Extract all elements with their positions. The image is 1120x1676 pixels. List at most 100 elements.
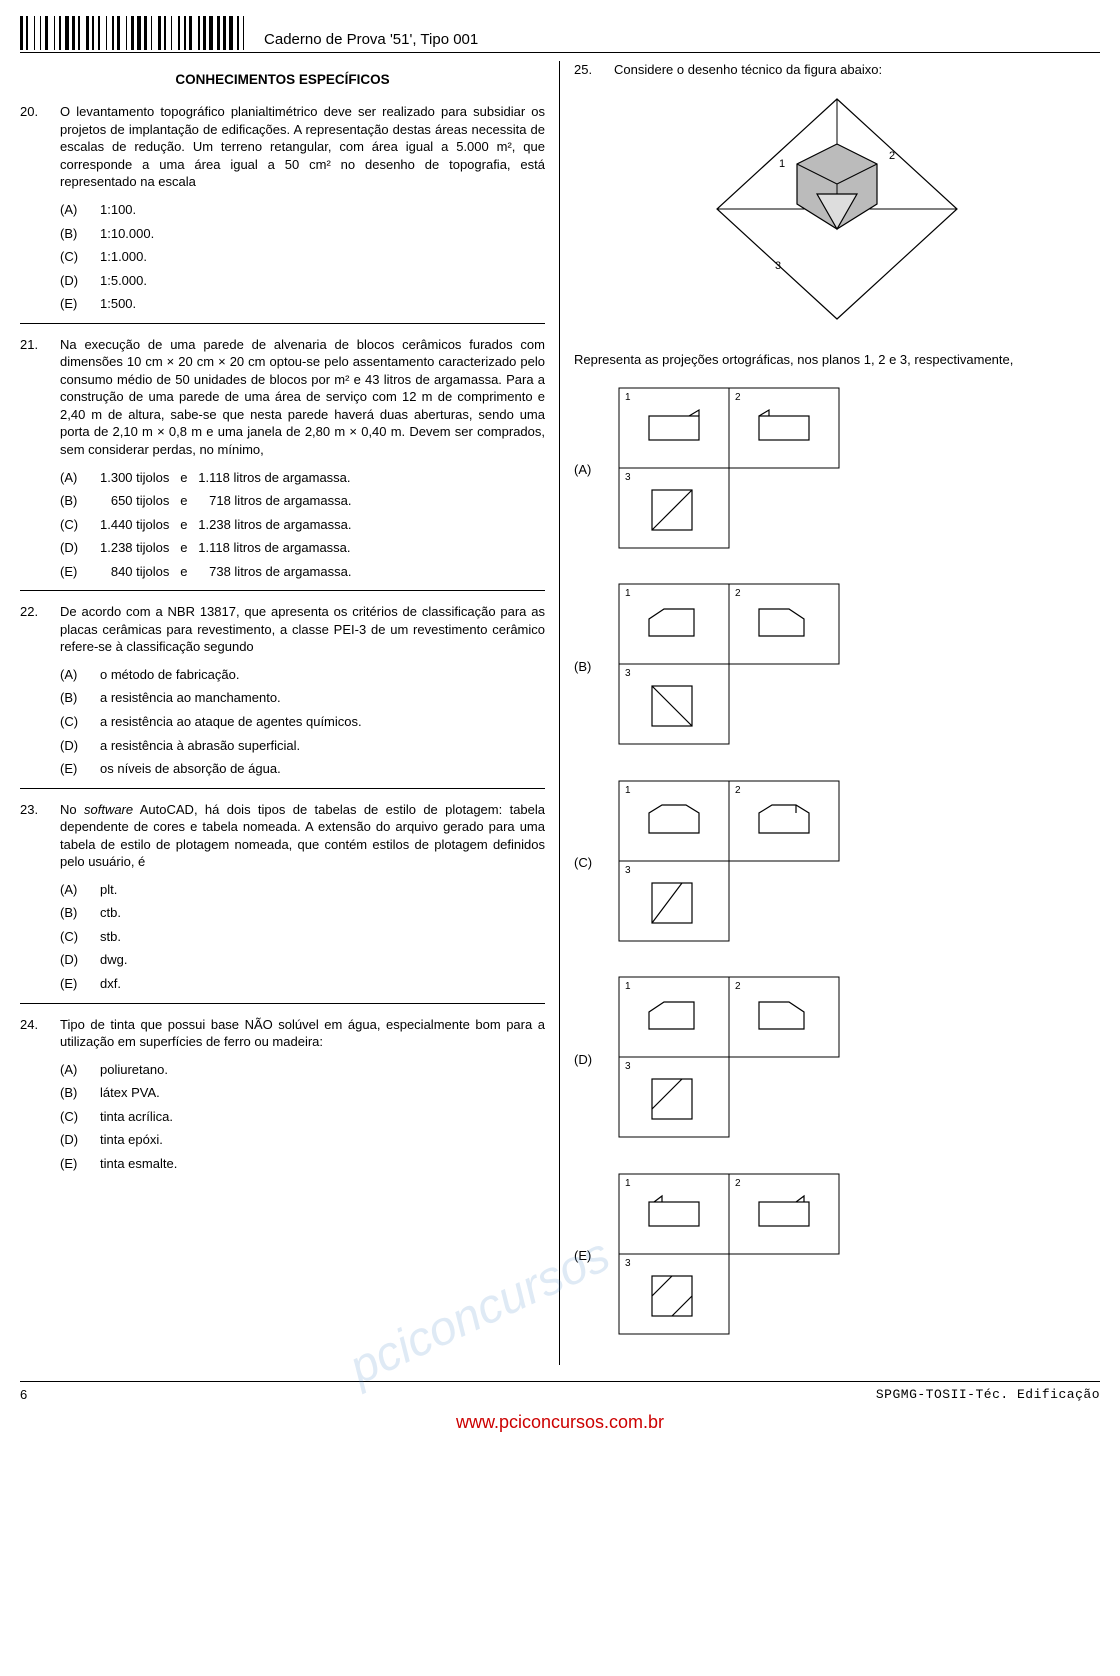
right-column: 25. Considere o desenho técnico da figur… <box>560 61 1100 1365</box>
projection-figure: 1 2 3 <box>614 1169 844 1339</box>
option-text: 1.300 tijolos e 1.118 litros de argamass… <box>100 469 545 487</box>
option-text: os níveis de absorção de água. <box>100 760 545 778</box>
svg-text:1: 1 <box>625 981 631 992</box>
option: (B)ctb. <box>20 904 545 922</box>
option: (D)dwg. <box>20 951 545 969</box>
option-label: (B) <box>574 658 614 676</box>
option-label: (E) <box>60 975 100 993</box>
q-number: 23. <box>20 801 60 871</box>
option-label: (E) <box>60 760 100 778</box>
q25-option-C: (C) 1 2 3 <box>574 776 1100 951</box>
option: (D)tinta epóxi. <box>20 1131 545 1149</box>
section-title: CONHECIMENTOS ESPECÍFICOS <box>20 71 545 89</box>
option-text: dwg. <box>100 951 545 969</box>
option: (A)plt. <box>20 881 545 899</box>
projection-figure: 1 2 3 <box>614 776 844 946</box>
q25-option-E: (E) 1 2 3 <box>574 1169 1100 1344</box>
option-label: (B) <box>60 225 100 243</box>
option: (A)o método de fabricação. <box>20 666 545 684</box>
option-text: 1:10.000. <box>100 225 545 243</box>
option: (D)a resistência à abrasão superficial. <box>20 737 545 755</box>
option: (E) 840 tijolos e 738 litros de argamass… <box>20 563 545 581</box>
svg-text:1: 1 <box>625 1178 631 1189</box>
svg-text:1: 1 <box>625 785 631 796</box>
option: (B)látex PVA. <box>20 1084 545 1102</box>
option-text: tinta epóxi. <box>100 1131 545 1149</box>
q-text: O levantamento topográfico planialtimétr… <box>60 103 545 191</box>
q25-after-fig: Representa as projeções ortográficas, no… <box>574 351 1100 369</box>
projection-figure: 1 2 3 <box>614 579 844 749</box>
option-label: (A) <box>60 1061 100 1079</box>
q-number: 21. <box>20 336 60 459</box>
option-text: tinta esmalte. <box>100 1155 545 1173</box>
left-column: CONHECIMENTOS ESPECÍFICOS 20.O levantame… <box>20 61 560 1365</box>
question-25: 25. Considere o desenho técnico da figur… <box>574 61 1100 1343</box>
option-label: (C) <box>60 713 100 731</box>
q-text: De acordo com a NBR 13817, que apresenta… <box>60 603 545 656</box>
footer-url: www.pciconcursos.com.br <box>20 1410 1100 1434</box>
option: (C)1:1.000. <box>20 248 545 266</box>
option-text: 1:100. <box>100 201 545 219</box>
svg-text:3: 3 <box>775 260 781 272</box>
option-label: (B) <box>60 904 100 922</box>
header-title: Caderno de Prova '51', Tipo 001 <box>264 30 478 50</box>
option: (D)1:5.000. <box>20 272 545 290</box>
question-21: 21.Na execução de uma parede de alvenari… <box>20 336 545 581</box>
svg-text:2: 2 <box>889 150 895 162</box>
svg-text:2: 2 <box>735 588 741 599</box>
barcode <box>20 16 248 50</box>
question-24: 24.Tipo de tinta que possui base NÃO sol… <box>20 1016 545 1173</box>
option-text: o método de fabricação. <box>100 666 545 684</box>
option-text: poliuretano. <box>100 1061 545 1079</box>
svg-text:3: 3 <box>625 865 631 876</box>
option: (A)1.300 tijolos e 1.118 litros de argam… <box>20 469 545 487</box>
svg-text:3: 3 <box>625 1061 631 1072</box>
option-text: 1:5.000. <box>100 272 545 290</box>
option-text: 650 tijolos e 718 litros de argamassa. <box>100 492 545 510</box>
q25-option-A: (A) 1 2 3 <box>574 383 1100 558</box>
option-text: 840 tijolos e 738 litros de argamassa. <box>100 563 545 581</box>
option: (C)1.440 tijolos e 1.238 litros de argam… <box>20 516 545 534</box>
option: (C)stb. <box>20 928 545 946</box>
option: (C)a resistência ao ataque de agentes qu… <box>20 713 545 731</box>
option-label: (A) <box>574 461 614 479</box>
option-label: (A) <box>60 666 100 684</box>
option-label: (D) <box>60 1131 100 1149</box>
option-text: 1:1.000. <box>100 248 545 266</box>
option-text: a resistência à abrasão superficial. <box>100 737 545 755</box>
option-label: (C) <box>60 1108 100 1126</box>
option-label: (D) <box>60 951 100 969</box>
option: (E)tinta esmalte. <box>20 1155 545 1173</box>
svg-text:2: 2 <box>735 392 741 403</box>
svg-text:3: 3 <box>625 472 631 483</box>
option: (E)os níveis de absorção de água. <box>20 760 545 778</box>
option-label: (C) <box>60 928 100 946</box>
option: (D)1.238 tijolos e 1.118 litros de argam… <box>20 539 545 557</box>
svg-text:2: 2 <box>735 785 741 796</box>
svg-text:1: 1 <box>625 588 631 599</box>
option-label: (A) <box>60 201 100 219</box>
q25-option-D: (D) 1 2 3 <box>574 972 1100 1147</box>
q25-option-B: (B) 1 2 3 <box>574 579 1100 754</box>
option-label: (E) <box>60 1155 100 1173</box>
option-label: (D) <box>60 539 100 557</box>
option: (B) 650 tijolos e 718 litros de argamass… <box>20 492 545 510</box>
q-number: 24. <box>20 1016 60 1051</box>
option: (E)1:500. <box>20 295 545 313</box>
q-text: Tipo de tinta que possui base NÃO solúve… <box>60 1016 545 1051</box>
q-text: No software AutoCAD, há dois tipos de ta… <box>60 801 545 871</box>
option-text: a resistência ao ataque de agentes quími… <box>100 713 545 731</box>
footer-code: SPGMG-TOSII-Téc. Edificação <box>876 1386 1100 1404</box>
q25-main-figure: 1 2 3 <box>574 89 1100 334</box>
option-label: (E) <box>60 563 100 581</box>
option-label: (D) <box>574 1051 614 1069</box>
option-label: (E) <box>60 295 100 313</box>
option-text: látex PVA. <box>100 1084 545 1102</box>
option-label: (D) <box>60 737 100 755</box>
option-text: ctb. <box>100 904 545 922</box>
q-number: 22. <box>20 603 60 656</box>
option: (A)1:100. <box>20 201 545 219</box>
svg-text:2: 2 <box>735 981 741 992</box>
svg-text:1: 1 <box>779 158 785 170</box>
option: (A)poliuretano. <box>20 1061 545 1079</box>
